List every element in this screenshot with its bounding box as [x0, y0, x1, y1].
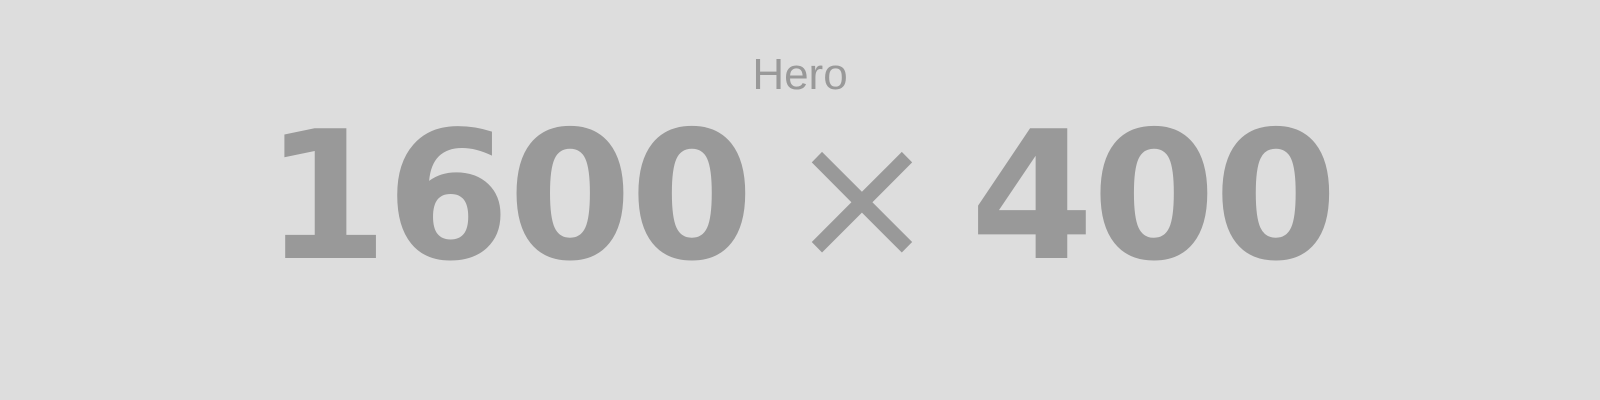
placeholder-dimensions: 1600 × 400	[0, 108, 1600, 286]
dimension-separator: ×	[787, 93, 936, 300]
placeholder-label: Hero	[752, 50, 848, 99]
placeholder-height: 400	[970, 93, 1338, 300]
placeholder-width: 1600	[264, 93, 753, 300]
